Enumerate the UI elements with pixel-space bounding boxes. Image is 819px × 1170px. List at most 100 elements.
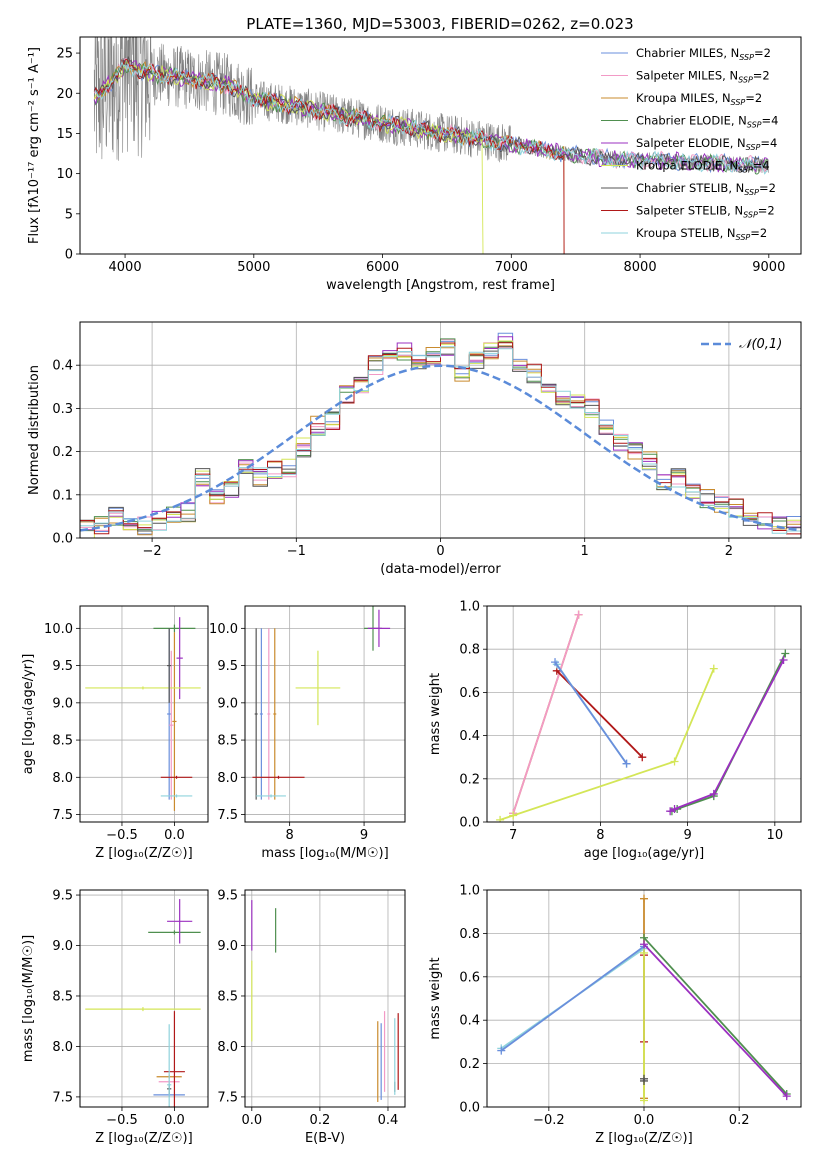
x-tick-label: 6000 xyxy=(366,260,399,275)
mass-weight-marker xyxy=(781,649,790,658)
y-tick-label: 1.0 xyxy=(459,884,480,899)
y-axis-label: Normed distribution xyxy=(27,365,42,495)
mass-weight-line xyxy=(499,668,715,821)
model-spectrum-line xyxy=(94,60,769,175)
mass-weight-line xyxy=(643,943,788,1097)
y-tick-label: 9.0 xyxy=(217,696,238,711)
y-tick-label: 9.5 xyxy=(52,659,73,674)
y-tick-label: 0.8 xyxy=(459,643,480,658)
y-tick-label: 7.5 xyxy=(217,808,238,823)
y-tick-label: 8.5 xyxy=(52,989,73,1004)
x-axis-label: Z [log₁₀(Z/Z☉)] xyxy=(95,846,192,861)
axes-frame xyxy=(79,36,802,255)
mass-vs-metallicity-panel: −0.5 0.0 7.5 8.0 8.5 9.0 9.5 Z [log₁₀(Z/Z☉)] mas… xyxy=(21,889,209,1146)
y-tick-label: 7.5 xyxy=(217,1090,238,1105)
axes-frame xyxy=(486,889,802,1108)
y-tick-label: 8.5 xyxy=(217,989,238,1004)
x-tick-label: 2 xyxy=(725,544,733,559)
model-spectrum-line xyxy=(93,56,769,173)
plot-area xyxy=(497,894,791,1105)
mass-weight-marker xyxy=(779,656,788,664)
mass-weight-marker xyxy=(670,805,679,814)
residual-histogram-step xyxy=(80,346,801,538)
x-tick-label: 0.0 xyxy=(241,1113,262,1128)
legend-label: 𝒩(0,1) xyxy=(739,337,782,352)
y-tick-label: 8.0 xyxy=(52,1040,73,1055)
age-vs-metallicity-panel: −0.5 0.0 7.5 8.0 8.5 9.0 9.5 10.0 Z [log₁₀(Z/Z☉)… xyxy=(21,605,209,861)
mass-weight-marker xyxy=(670,757,679,766)
x-tick-label: −0.5 xyxy=(106,1113,138,1128)
plot-area xyxy=(85,617,201,811)
y-tick-label: 0.6 xyxy=(459,686,480,701)
y-axis-label: Flux [fλ10⁻¹⁷ erg cm⁻² s⁻¹ A⁻¹] xyxy=(27,47,42,244)
x-tick-label: 5000 xyxy=(237,260,270,275)
y-tick-label: 8.0 xyxy=(217,771,238,786)
mass-weight-marker xyxy=(640,948,648,957)
y-axis-label: age [log₁₀(age/yr)] xyxy=(21,654,36,775)
mass-weight-marker xyxy=(622,759,631,768)
y-tick-label: 0.4 xyxy=(459,1014,480,1029)
y-tick-label: 15 xyxy=(56,127,73,142)
x-axis-label: Z [log₁₀(Z/Z☉)] xyxy=(595,1131,692,1146)
residuals-histogram-panel: −2 −1 0 1 2 0.0 0.1 0.2 0.3 0.4 (data-model)/error… xyxy=(27,321,802,577)
y-tick-label: 8.5 xyxy=(52,734,73,749)
mass-weight-marker xyxy=(640,894,648,903)
y-axis-label: mass weight xyxy=(428,957,443,1039)
mass-weight-marker xyxy=(640,940,648,949)
x-tick-label: 0 xyxy=(436,544,444,559)
y-tick-label: 0.6 xyxy=(459,970,480,985)
x-tick-label: 8000 xyxy=(624,260,657,275)
axes-frame xyxy=(244,605,406,823)
y-tick-label: 9.5 xyxy=(52,889,73,904)
mass-weight-marker xyxy=(638,753,647,762)
mass-weight-marker xyxy=(709,789,718,798)
y-tick-label: 9.0 xyxy=(52,696,73,711)
mass-weight-marker xyxy=(497,1046,506,1055)
x-tick-label: 0.4 xyxy=(378,1113,399,1128)
legend-label: Salpeter MILES, NSSP=2 xyxy=(636,69,770,85)
legend-label: Kroupa STELIB, NSSP=2 xyxy=(636,226,767,242)
mass-weight-marker xyxy=(496,815,505,822)
age-vs-mass-panel: 8 9 7.5 8.0 8.5 9.0 9.5 10.0 mass [log₁₀(M/M☉)] xyxy=(209,605,406,861)
legend-label: Salpeter STELIB, NSSP=2 xyxy=(636,204,775,220)
model-spectrum-line xyxy=(93,60,565,254)
model-spectrum-line xyxy=(93,58,565,254)
y-tick-label: 7.5 xyxy=(52,1090,73,1105)
axes-frame xyxy=(79,605,209,823)
plot-area xyxy=(93,37,769,254)
y-tick-label: 0.2 xyxy=(52,445,73,460)
plot-area xyxy=(496,610,790,822)
y-tick-label: 0.0 xyxy=(459,1101,480,1116)
x-tick-label: 9 xyxy=(360,828,368,843)
x-tick-label: 8 xyxy=(596,828,604,843)
legend-label: Chabrier STELIB, NSSP=2 xyxy=(636,181,776,197)
x-tick-label: −2 xyxy=(143,544,162,559)
y-tick-label: 0.3 xyxy=(52,402,73,417)
y-tick-label: 1.0 xyxy=(459,600,480,615)
mass-weight-marker xyxy=(666,807,675,816)
mass-weight-line xyxy=(554,661,628,765)
y-tick-label: 7.5 xyxy=(52,808,73,823)
y-tick-label: 0.0 xyxy=(459,816,480,831)
y-tick-label: 0.4 xyxy=(459,729,480,744)
model-spectrum-line xyxy=(93,62,769,175)
y-tick-label: 5 xyxy=(65,207,73,222)
y-tick-label: 0.2 xyxy=(459,772,480,787)
legend-label: Kroupa MILES, NSSP=2 xyxy=(636,91,762,107)
x-axis-label: age [log₁₀(age/yr)] xyxy=(584,846,705,861)
x-tick-label: −0.5 xyxy=(106,828,138,843)
x-axis-label: (data-model)/error xyxy=(380,562,501,577)
mass-weight-marker xyxy=(640,1096,648,1105)
mass-weight-line xyxy=(643,937,788,1095)
x-tick-label: 1 xyxy=(581,544,589,559)
y-tick-label: 9.0 xyxy=(217,939,238,954)
x-tick-label: 7000 xyxy=(495,260,528,275)
y-tick-label: 0.2 xyxy=(459,1057,480,1072)
x-tick-label: 0.2 xyxy=(310,1113,331,1128)
legend-label: Salpeter ELODIE, NSSP=4 xyxy=(636,136,777,152)
figure-title: PLATE=1360, MJD=53003, FIBERID=0262, z=0… xyxy=(246,15,633,33)
y-tick-label: 8.5 xyxy=(217,734,238,749)
y-axis-label: mass weight xyxy=(428,673,443,755)
y-tick-label: 25 xyxy=(56,47,73,62)
mass-weight-marker xyxy=(551,658,560,667)
